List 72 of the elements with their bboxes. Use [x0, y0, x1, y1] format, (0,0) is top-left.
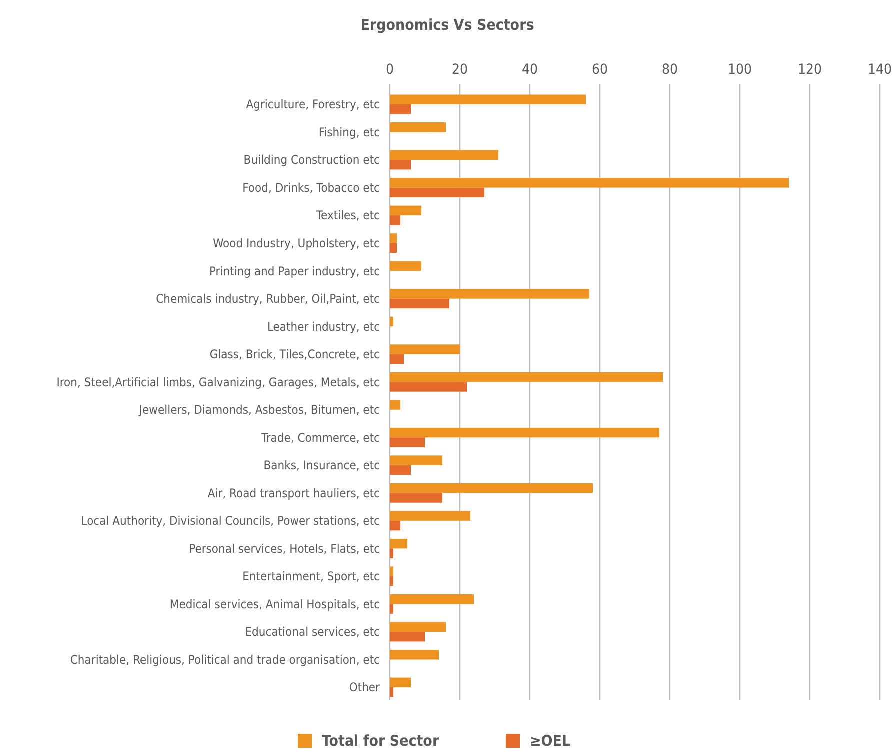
y-tick-label: Building Construction etc — [244, 153, 380, 168]
legend-label: ≥OEL — [530, 732, 571, 750]
x-tick-label: 60 — [592, 62, 608, 78]
bar — [390, 632, 425, 642]
x-tick-label: 40 — [522, 62, 538, 78]
bar — [390, 438, 425, 448]
bar — [390, 576, 394, 586]
bar — [390, 650, 439, 660]
y-tick-label: Trade, Commerce, etc — [260, 430, 380, 445]
x-tick-label: 20 — [452, 62, 468, 78]
x-tick-label: 140 — [868, 62, 892, 78]
bar — [390, 243, 397, 254]
bar — [390, 298, 450, 309]
bar — [390, 372, 663, 382]
y-tick-label: Other — [349, 680, 381, 695]
x-tick-label: 80 — [662, 62, 678, 78]
x-tick-label: 120 — [798, 62, 822, 78]
bar — [390, 354, 404, 364]
y-tick-label: Jewellers, Diamonds, Asbestos, Bitumen, etc — [138, 403, 380, 418]
bar — [390, 520, 400, 531]
bar — [390, 493, 442, 503]
bar — [390, 150, 498, 160]
bar — [390, 622, 446, 632]
bar — [390, 289, 590, 299]
y-tick-label: Fishing, etc — [318, 125, 380, 140]
y-tick-label: Textiles, etc — [315, 208, 380, 223]
y-tick-label: Printing and Paper industry, etc — [209, 264, 380, 278]
bar — [390, 206, 422, 216]
x-tick-label: 100 — [728, 62, 752, 78]
chart-title: Ergonomics Vs Sectors — [360, 16, 534, 34]
bar — [390, 594, 474, 604]
bar — [390, 344, 460, 354]
bar — [390, 604, 394, 614]
y-tick-label: Leather industry, etc — [267, 320, 380, 334]
y-tick-label: Entertainment, Sport, etc — [242, 570, 380, 584]
bar — [390, 316, 394, 327]
y-tick-label: Banks, Insurance, etc — [264, 458, 380, 473]
bar — [390, 566, 394, 576]
y-tick-label: Personal services, Hotels, Flats, etc — [189, 542, 380, 556]
bar — [390, 511, 470, 521]
bar — [390, 122, 446, 132]
y-tick-label: Educational services, etc — [245, 625, 380, 640]
bar — [390, 678, 411, 688]
y-tick-label: Medical services, Animal Hospitals, etc — [170, 597, 380, 612]
y-tick-label: Glass, Brick, Tiles,Concrete, etc — [210, 348, 380, 362]
bar — [390, 688, 394, 698]
bar — [390, 428, 660, 438]
bar — [390, 94, 586, 104]
bar — [390, 178, 789, 188]
y-tick-label: Wood Industry, Upholstery, etc — [213, 236, 380, 251]
y-tick-label: Chemicals industry, Rubber, Oil,Paint, etc — [156, 292, 380, 306]
bar — [390, 456, 442, 466]
y-tick-label: Charitable, Religious, Political and trade organisation, etc — [70, 652, 380, 667]
bar — [390, 483, 593, 494]
x-tick-label: 0 — [386, 62, 394, 78]
y-tick-label: Air, Road transport hauliers, etc — [208, 486, 380, 500]
bar — [390, 261, 422, 272]
bar — [390, 465, 411, 476]
bar — [390, 188, 484, 198]
legend-label: Total for Sector — [322, 732, 440, 750]
bar — [390, 216, 400, 226]
bar — [390, 548, 394, 558]
bar — [390, 234, 397, 244]
bar — [390, 400, 400, 410]
y-tick-label: Food, Drinks, Tobacco etc — [242, 180, 380, 195]
bar — [390, 382, 467, 392]
bar — [390, 104, 411, 114]
bar — [390, 538, 408, 549]
y-tick-label: Agriculture, Forestry, etc — [246, 98, 380, 112]
bar — [390, 160, 411, 170]
y-tick-label: Iron, Steel,Artificial limbs, Galvanizing, Garages, Metals, etc — [56, 375, 380, 390]
y-tick-label: Local Authority, Divisional Councils, Power stations, etc — [81, 514, 380, 528]
